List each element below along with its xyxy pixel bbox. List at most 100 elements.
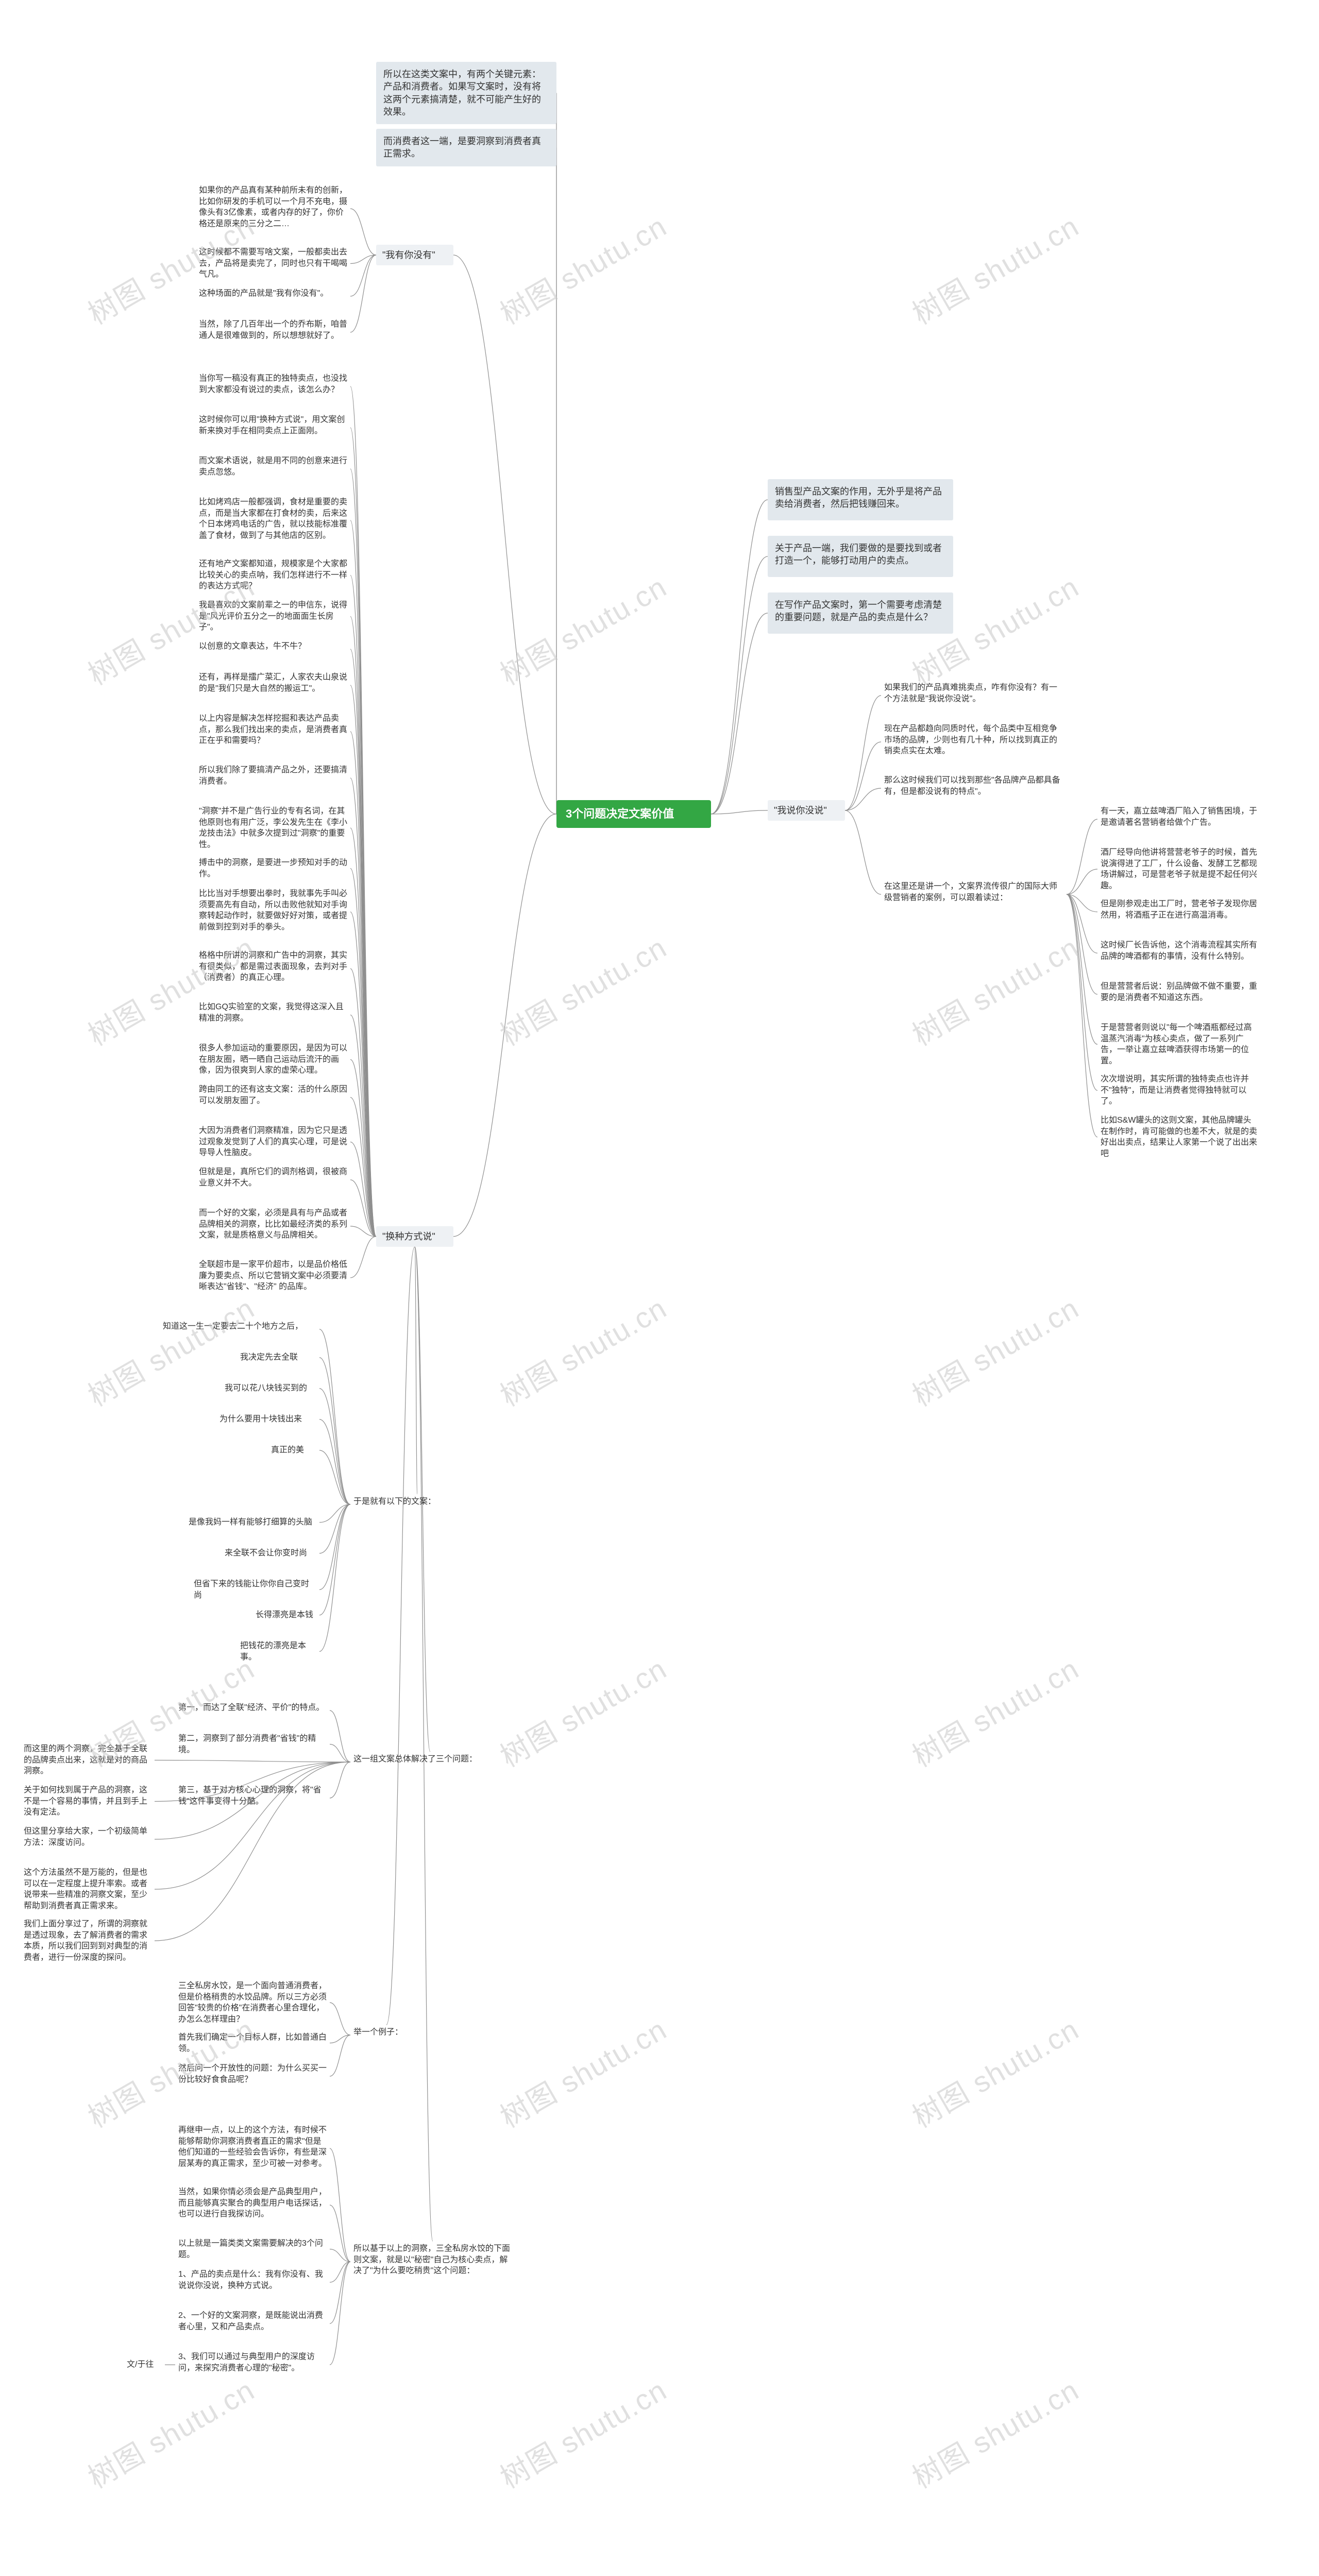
node-text: 在这里还是讲一个，文案界流传很广的国际大师级营销者的案例，可以跟着读过： (884, 881, 1063, 903)
connector (330, 2249, 350, 2262)
node-r4d5[interactable]: 但是营营者后说：别品牌做不做不重要，重要的是消费者不知道这东西。 (1097, 979, 1262, 1010)
node-text: 长得漂亮是本钱 (256, 1609, 316, 1621)
node-b1[interactable]: "我有你没有" (376, 245, 453, 265)
node-b2_26c[interactable]: 以上就是一篇类类文案需要解决的3个问题。 (175, 2236, 330, 2262)
connector (1067, 894, 1097, 912)
node-b2_22f[interactable]: 来全联不会让你变时尚 (222, 1546, 319, 1561)
node-h1[interactable]: 所以在这类文案中，有两个关键元素：产品和消费者。如果写文案时，没有将这两个元素搞… (376, 62, 556, 124)
node-r4a[interactable]: 如果我们的产品真难挑卖点，咋有你没有？有一个方法就是"我说你没说"。 (881, 680, 1067, 711)
node-b2_25c[interactable]: 然后问一个开放性的问题：为什么买买一份比较好食食品呢？ (175, 2061, 330, 2092)
connector (415, 1247, 417, 1494)
node-r4d6[interactable]: 于是营营者则说以"每一个啤酒瓶都经过高温蒸汽消毒"为核心卖点，做了一系列广告，一… (1097, 1020, 1262, 1069)
node-text: 所以我们除了要搞清产品之外，还要搞清消费者。 (199, 765, 347, 787)
node-b2_14[interactable]: 格格中所讲的洞察和广告中的洞察，其实有很类似，都是需过表面现象，去判对手（消费者… (196, 948, 350, 989)
node-b1d[interactable]: 当然，除了几百年出一个的乔布斯，咱普通人是很难做到的，所以想想就好了。 (196, 317, 350, 348)
node-h2[interactable]: 而消费者这一端，是要洞察到消费者真正需求。 (376, 129, 556, 166)
node-b2_22[interactable]: 于是就有以下的文案： (350, 1494, 484, 1515)
node-b2_12[interactable]: 搏击中的洞察，是要进一步预知对手的动作。 (196, 855, 350, 882)
node-b2_10[interactable]: 所以我们除了要搞清产品之外，还要搞清消费者。 (196, 762, 350, 793)
node-b2_21[interactable]: 全联超市是一家平价超市，以是品价格低廉为要卖点、所以它营销文案中必须要清晰表达"… (196, 1257, 350, 1298)
connector (330, 1744, 350, 1762)
node-text: 当然，如果你情必须会是产品典型用户，而且能够真实聚合的典型用户电话探话，也可以进… (178, 2187, 327, 2220)
node-b2_22e[interactable]: 是像我妈一样有能够打细算的头脑 (185, 1515, 319, 1530)
node-b2_22b[interactable]: 我可以花八块钱买到的 (222, 1381, 319, 1396)
node-b2_22c[interactable]: 为什么要用十块钱出来 (216, 1412, 319, 1427)
node-r4d4[interactable]: 这时候厂长告诉他，这个消毒流程其实所有品牌的啤酒都有的事情，没有什么特别。 (1097, 938, 1262, 969)
node-b2_13[interactable]: 比比当对手想要出拳时，我就事先手叫必须要高先有自动，所以击败他就知对手询察转起动… (196, 886, 350, 938)
node-r1[interactable]: 销售型产品文案的作用，无外乎是将产品卖给消费者，然后把钱赚回来。 (768, 479, 953, 520)
node-text: 当然，除了几百年出一个的乔布斯，咱普通人是很难做到的，所以想想就好了。 (199, 319, 347, 341)
node-r2[interactable]: 关于产品一端，我们要做的是要找到或者打造一个，能够打动用户的卖点。 (768, 536, 953, 577)
node-b2_22g[interactable]: 但省下来的钱能让你你自己变时尚 (191, 1577, 319, 1603)
node-b2_9[interactable]: 以上内容是解决怎样挖掘和表达产品卖点，那么我们找出来的卖点，是消费者真正在乎和需… (196, 711, 350, 752)
node-b2_4[interactable]: 比如烤鸡店一般都强调，食材是重要的卖点，而是当大家都在打食材的卖，后来这个日本烤… (196, 495, 350, 546)
node-text: 全联超市是一家平价超市，以是品价格低廉为要卖点、所以它营销文案中必须要清晰表达"… (199, 1259, 347, 1293)
node-b2_25b[interactable]: 首先我们确定一个目标人群，比如普通白领。 (175, 2030, 330, 2056)
connector (319, 1504, 350, 1553)
watermark: 树图 shutu.cn (904, 204, 1086, 333)
node-b2_26a[interactable]: 再继申一点，以上的这个方法，有时候不能够帮助你洞察消费者直正的需求"但是他们知道… (175, 2123, 330, 2174)
node-b2_26d[interactable]: 1、产品的卖点是什么：我有你没有、我说说你没说，换种方式说。 (175, 2267, 330, 2298)
node-b2_23c[interactable]: 第三，基于对方核心心理的洞察，将"省钱"这件事变得十分酷。 (175, 1783, 330, 1814)
node-text: 但这里分享给大家，一个初级简单方法：深度访问。 (24, 1826, 151, 1848)
node-r4b[interactable]: 现在产品都趋向同质时代，每个品类中互相竞争市场的品牌，少则也有几十种，所以找到真… (881, 721, 1067, 762)
node-b2[interactable]: "换种方式说" (376, 1226, 453, 1247)
node-b2_19[interactable]: 但就是是，真所它们的调剂格调，很被商业意义并不大。 (196, 1164, 350, 1195)
node-root[interactable]: 3个问题决定文案价值 (556, 800, 711, 828)
node-text: 而消费者这一端，是要洞察到消费者真正需求。 (383, 135, 549, 160)
node-b2_22i[interactable]: 把钱花的漂亮是本事。 (237, 1638, 319, 1665)
node-text: 跨由同工的还有这支文案：活的什么原因可以发朋友圈了。 (199, 1084, 347, 1106)
node-b2_20[interactable]: 而一个好的文案，必须是具有与产品或者品牌相关的洞察，比比如最经济类的系列文案，就… (196, 1206, 350, 1247)
node-b2_24e[interactable]: 我们上面分享过了，所谓的洞察就是透过现象，去了解消费者的需求本质，所以我们回到到… (21, 1917, 155, 1965)
node-b2_3[interactable]: 而文案术语说，就是用不同的创意来进行卖点忽悠。 (196, 453, 350, 484)
node-b2_2[interactable]: 这时候你可以用"换种方式说"，用文案创新来换对手在相同卖点上正面刚。 (196, 412, 350, 443)
node-b2_15[interactable]: 比如GQ实验室的文案，我觉得这深入且精准的洞察。 (196, 999, 350, 1030)
node-b2_1[interactable]: 当你写一稿没有真正的独特卖点，也没找到大家都没有说过的卖点，该怎么办？ (196, 371, 350, 402)
node-b2_11[interactable]: "洞察"并不是广告行业的专有名词，在其他原则也有用广泛，李公发先生在《李小龙技击… (196, 804, 350, 852)
node-b2_5[interactable]: 还有地产文案都知道，规模家是个大家都比较关心的卖点呐，我们怎样进行不一样的表达方… (196, 556, 350, 594)
node-r4d7[interactable]: 次次增说明，其实所谓的独特卖点也许并不"独特"，而是让消费者觉得独特就可以了。 (1097, 1072, 1262, 1109)
node-r3[interactable]: 在写作产品文案时，第一个需要考虑清楚的重要问题，就是产品的卖点是什么？ (768, 592, 953, 634)
node-b2_17[interactable]: 跨由同工的还有这支文案：活的什么原因可以发朋友圈了。 (196, 1082, 350, 1113)
node-b2_24c[interactable]: 但这里分享给大家，一个初级简单方法：深度访问。 (21, 1824, 155, 1855)
node-b2_23[interactable]: 这一组文案总体解决了三个问题： (350, 1752, 510, 1772)
node-b2_24d[interactable]: 这个方法虽然不是万能的，但是也可以在一定程度上提升率索。或者说带来一些精准的洞察… (21, 1865, 155, 1913)
node-r4d[interactable]: 在这里还是讲一个，文案界流传很广的国际大师级营销者的案例，可以跟着读过： (881, 879, 1067, 910)
node-b2_23b[interactable]: 第二，洞察到了部分消费者"省钱"的精境。 (175, 1731, 330, 1757)
connector (319, 1504, 350, 1615)
node-b2_23a[interactable]: 第一，而达了全联"经济、平价"的特点。 (175, 1700, 330, 1721)
node-b2_26[interactable]: 所以基于以上的洞察，三全私房水饺的下面则文案，就是以"秘密"自己为核心卖点，解决… (350, 2241, 515, 2282)
node-b2_7[interactable]: 以创意的文章表达，牛不牛？ (196, 639, 350, 659)
node-b2_26b[interactable]: 当然，如果你情必须会是产品典型用户，而且能够真实聚合的典型用户电话探话，也可以进… (175, 2184, 330, 2226)
node-b2_24a[interactable]: 而这里的两个洞察，完全基于全联的品牌卖点出来，这就是对的商品洞察。 (21, 1741, 155, 1779)
node-b2_22d[interactable]: 真正的美 (268, 1443, 319, 1458)
node-r4d8[interactable]: 比如S&W罐头的这则文案，其他品牌罐头在制作时，肯可能做的也差不大，就是的卖好出… (1097, 1113, 1262, 1161)
node-b2_26e[interactable]: 2、一个好的文案洞察，是既能说出消费者心里，又和产品卖点。 (175, 2308, 330, 2339)
node-b1a[interactable]: 如果你的产品真有某种前所未有的创新，比如你研发的手机可以一个月不充电，摄像头有3… (196, 183, 350, 234)
node-b2_16[interactable]: 很多人参加运动的重要原因，是因为可以在朋友圈，晒一晒自己运动后流汗的画像，因为很… (196, 1041, 350, 1078)
connector (350, 255, 376, 296)
node-b1b[interactable]: 这时候都不需要写啥文案，一般都卖出去去，产品将是卖完了，同时也只有干喝喝气凡。 (196, 245, 350, 282)
node-b2_25a[interactable]: 三全私房水饺，是一个面向普通消费者，但是价格稍贵的水饺品牌。所以三方必须回答"较… (175, 1978, 330, 2027)
connector (350, 617, 376, 1237)
connector (350, 912, 376, 1236)
node-r4c[interactable]: 那么这时候我们可以找到那些"各品牌产品都具备有，但是都没说有的特点"。 (881, 773, 1067, 804)
node-b2_22a[interactable]: 我决定先去全联 (237, 1350, 319, 1365)
node-b2_22p[interactable]: 知道这一生一定要去二十个地方之后， (160, 1319, 319, 1340)
node-r4d1[interactable]: 有一天，嘉立兹啤酒厂陷入了销售困境，于是邀请著名营销者给做个广告。 (1097, 804, 1262, 835)
node-fyz[interactable]: 文/于往 (124, 2357, 165, 2372)
node-r4d3[interactable]: 但是刚参观走出工厂时，营老爷子发现你居然用，将酒瓶子正在进行高温消毒。 (1097, 896, 1262, 927)
node-b1c[interactable]: 这种场面的产品就是"我有你没有"。 (196, 286, 350, 307)
node-b2_22h[interactable]: 长得漂亮是本钱 (252, 1607, 319, 1623)
node-b2_8[interactable]: 还有，再样是擂广菜汇，人家农夫山泉说的是"我们只是大自然的搬运工"。 (196, 670, 350, 701)
node-b2_26f[interactable]: 3、我们可以通过与典型用户的深度访问，来探究消费者心理的"秘密"。 (175, 2349, 330, 2380)
node-b2_6[interactable]: 我最喜欢的文案前辈之一的申信东，说得是"风光评价五分之一的地面面生长房子"。 (196, 598, 350, 635)
node-b2_24b[interactable]: 关于如何找到属于产品的洞察，这不是一个容易的事情，并且到手上没有定法。 (21, 1783, 155, 1820)
node-r4[interactable]: "我说你没说" (768, 800, 845, 821)
node-b2_18[interactable]: 大因为消费者们洞察精准，因为它只是透过观象发觉到了人们的真实心理，可是说导导人性… (196, 1123, 350, 1161)
node-b2_25[interactable]: 举一个例子： (350, 2025, 422, 2045)
node-text: 这时候都不需要写啥文案，一般都卖出去去，产品将是卖完了，同时也只有干喝喝气凡。 (199, 247, 347, 280)
node-text: 第三，基于对方核心心理的洞察，将"省钱"这件事变得十分酷。 (178, 1785, 327, 1807)
node-r4d2[interactable]: 酒厂经导向他讲将营营老爷子的时候，首先说演得进了工厂，什么设备、发酵工艺都现场讲… (1097, 845, 1262, 893)
node-text: 是像我妈一样有能够打细算的头脑 (189, 1517, 316, 1528)
